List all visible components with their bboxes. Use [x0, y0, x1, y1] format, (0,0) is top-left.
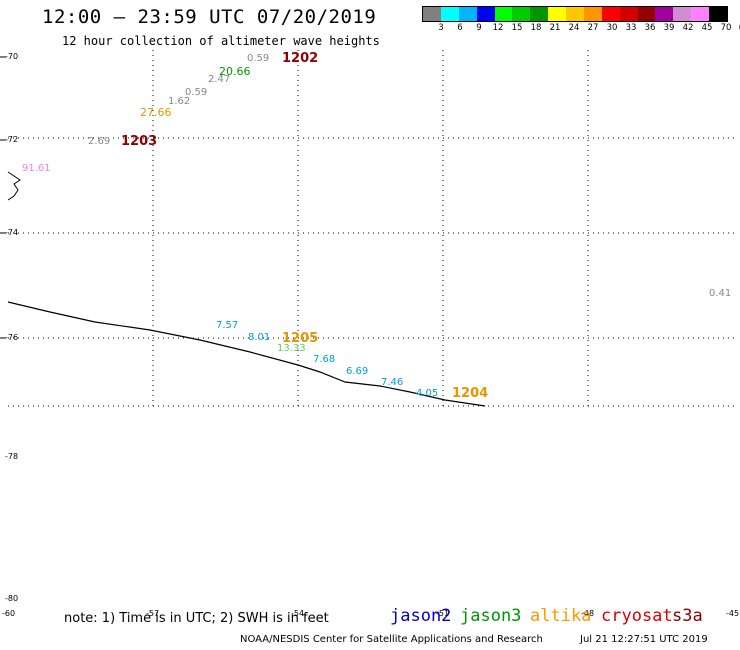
legend-tick-label: 70: [720, 23, 732, 33]
legend-tick-label: 33: [625, 23, 637, 33]
satellite-s3a: s3a: [672, 606, 703, 626]
wave-height-label: 20.66: [219, 65, 251, 78]
lon-label: -51: [436, 609, 450, 618]
lat-label: -76: [5, 333, 19, 342]
legend-swatch: [637, 7, 656, 21]
legend-swatch: [655, 7, 674, 21]
lon-label: -48: [581, 609, 595, 618]
pass-id-label: 1204: [452, 386, 489, 401]
wave-height-label: 0.41: [709, 288, 732, 299]
legend-tick-label: 36: [644, 23, 656, 33]
legend-swatch: [583, 7, 602, 21]
satellite-jason2: jason2: [390, 606, 452, 626]
satellite-cryosat: cryosat: [601, 606, 673, 626]
footer-timestamp: Jul 21 12:27:51 UTC 2019: [580, 634, 708, 645]
wave-height-label: 27.66: [140, 106, 172, 119]
pass-id-label: 1203: [121, 134, 158, 149]
legend-tick-label: 12: [492, 23, 504, 33]
chart-subtitle: 12 hour collection of altimeter wave hei…: [62, 34, 380, 48]
legend-swatch: [512, 7, 531, 21]
legend-tick-label: 45: [701, 23, 713, 33]
legend-tick-label: 21: [549, 23, 561, 33]
wave-height-label: 0.59: [185, 87, 208, 98]
wave-height-label: 4.05: [416, 388, 439, 399]
legend-swatch: [530, 7, 549, 21]
lat-label: -72: [5, 135, 19, 144]
note-text: note: 1) Time is in UTC; 2) SWH is in fe…: [64, 611, 329, 626]
legend-swatch: [494, 7, 513, 21]
lon-label: -60: [2, 609, 16, 618]
legend-swatch: [440, 7, 459, 21]
legend-swatch: [458, 7, 477, 21]
legend-swatch: [423, 7, 441, 21]
lat-label: -80: [5, 594, 19, 603]
legend-tick-label: 9: [476, 23, 482, 33]
wave-height-label: 0.59: [247, 53, 270, 64]
wave-height-label: 7.68: [313, 354, 336, 365]
legend-tick-label: 42: [682, 23, 694, 33]
legend-tick-label: 30: [606, 23, 618, 33]
legend-tick-label: 3: [438, 23, 444, 33]
legend-tick-label: 24: [568, 23, 580, 33]
lon-label: -57: [146, 609, 160, 618]
legend-swatch: [709, 7, 727, 21]
left-axis-ticks: [0, 56, 6, 339]
satellite-jason3: jason3: [460, 606, 522, 626]
wave-height-label: 2.47: [208, 74, 231, 85]
legend-tick-label: 6: [457, 23, 463, 33]
lon-label: -54: [291, 609, 305, 618]
legend-swatch: [673, 7, 692, 21]
wave-height-label: 6.69: [346, 366, 369, 377]
lon-label: -45: [726, 609, 740, 618]
lat-label: -70: [5, 52, 19, 61]
wave-height-label: 91.61: [22, 163, 51, 174]
wave-height-label: 7.57: [216, 320, 239, 331]
wave-height-label: 1.62: [168, 96, 191, 107]
lat-label: -74: [5, 228, 19, 237]
legend-swatch: [619, 7, 638, 21]
wave-height-label: 13.33: [277, 343, 306, 354]
coastline-island: [7, 171, 21, 201]
lat-label: -78: [5, 452, 19, 461]
legend-tick-label: 18: [530, 23, 542, 33]
legend-tick-label: (ft): [739, 23, 740, 33]
graticule: [8, 50, 738, 407]
pass-id-label: 1205: [282, 331, 319, 346]
pass-id-label: 1202: [282, 51, 319, 66]
legend-swatch: [476, 7, 495, 21]
legend-tick-label: 15: [511, 23, 523, 33]
legend-swatch: [601, 7, 620, 21]
legend-swatch: [691, 7, 709, 21]
coastline: [7, 301, 486, 407]
legend-swatch: [548, 7, 566, 21]
legend-tick-label: 27: [587, 23, 599, 33]
legend-tick-label: 39: [663, 23, 675, 33]
satellite-altika: altika: [530, 606, 592, 626]
chart-title: 12:00 – 23:59 UTC 07/20/2019: [42, 6, 377, 28]
wave-height-label: 8.01: [248, 332, 271, 343]
wave-height-label: 7.46: [381, 377, 404, 388]
wave-height-label: 2.69: [88, 136, 111, 147]
footer-credit: NOAA/NESDIS Center for Satellite Applica…: [240, 634, 543, 645]
legend-swatches: [422, 6, 728, 22]
legend-swatch: [566, 7, 584, 21]
